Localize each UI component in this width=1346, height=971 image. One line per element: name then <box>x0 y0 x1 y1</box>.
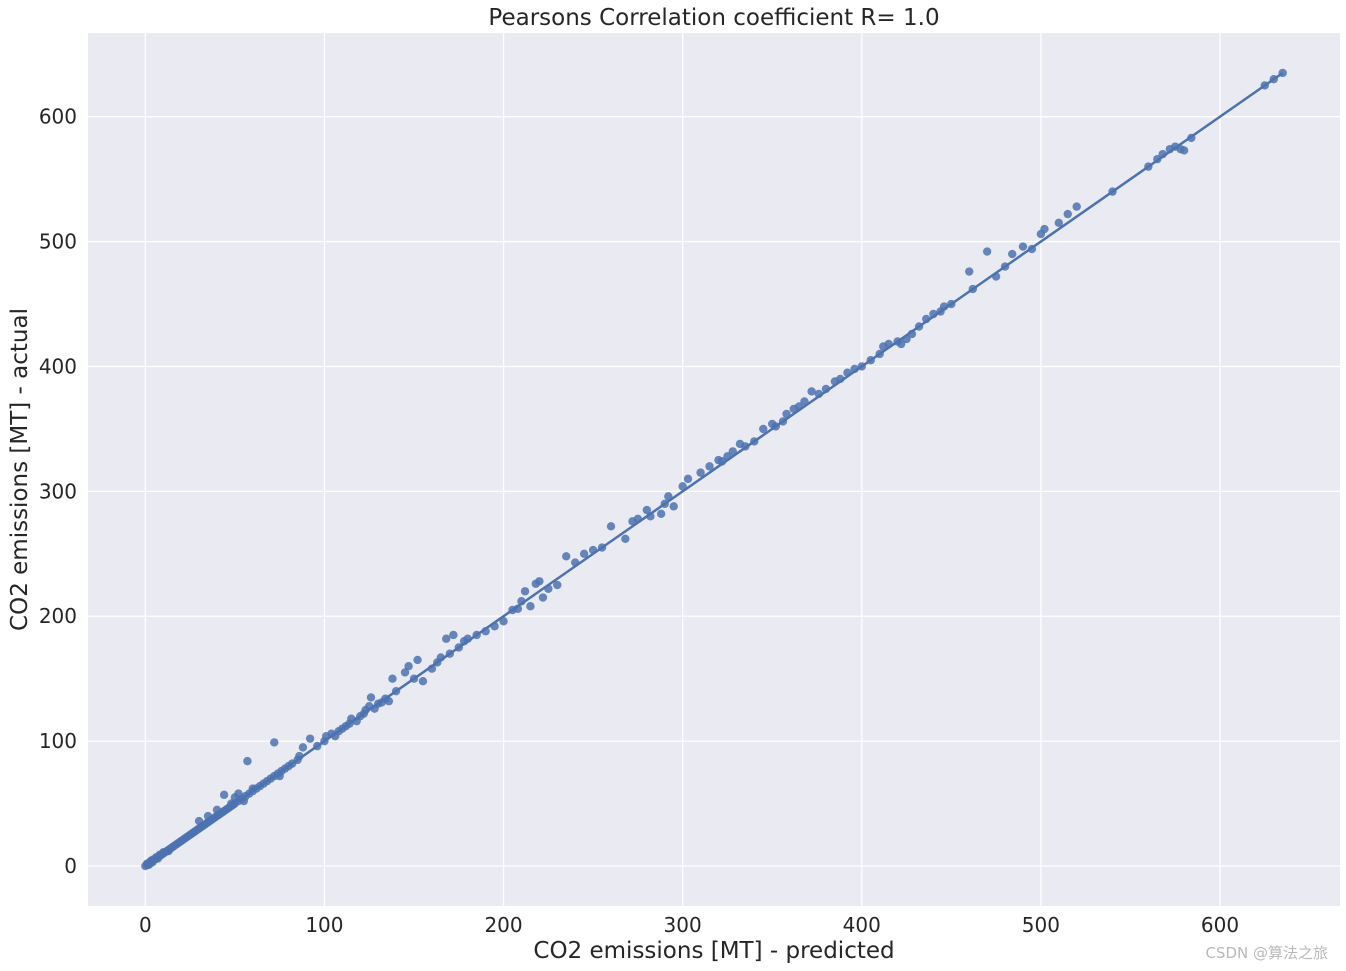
data-point <box>621 534 630 544</box>
data-point <box>553 580 562 590</box>
x-tick-labels: 0 100 200 300 400 500 600 <box>139 913 1239 937</box>
y-tick-label: 200 <box>39 604 77 628</box>
data-point <box>669 502 678 511</box>
data-point <box>388 674 397 683</box>
y-tick-label: 0 <box>64 854 77 878</box>
y-tick-label: 100 <box>39 729 77 753</box>
data-point <box>418 676 428 686</box>
data-point <box>642 505 652 515</box>
data-point <box>579 549 589 559</box>
x-tick-label: 600 <box>1201 913 1239 937</box>
data-point <box>759 424 768 434</box>
y-axis-label: CO2 emissions [MT] - actual <box>7 308 33 631</box>
data-point <box>982 247 992 256</box>
data-point <box>442 634 451 643</box>
data-point <box>683 474 693 484</box>
y-tick-label: 600 <box>39 105 77 129</box>
x-tick-label: 300 <box>664 913 702 937</box>
data-point <box>194 816 204 826</box>
y-tick-labels: 0 100 200 300 400 500 600 <box>39 105 77 878</box>
data-point <box>807 387 816 396</box>
y-tick-label: 300 <box>39 479 77 503</box>
data-point <box>219 790 229 800</box>
data-point <box>1063 209 1072 219</box>
watermark: CSDN @算法之旅 <box>1205 944 1328 962</box>
data-point <box>234 789 243 798</box>
x-tick-label: 200 <box>484 913 522 937</box>
data-point <box>404 662 413 671</box>
data-point <box>1040 224 1049 234</box>
data-point <box>656 509 666 519</box>
data-point <box>203 811 213 821</box>
y-tick-label: 500 <box>39 230 77 254</box>
data-point <box>366 693 376 702</box>
data-point <box>243 756 252 766</box>
x-tick-label: 500 <box>1022 913 1060 937</box>
grid-lines <box>88 33 1340 906</box>
data-point <box>413 655 422 665</box>
data-point <box>520 587 530 596</box>
x-tick-label: 100 <box>305 913 343 937</box>
y-tick-label: 400 <box>39 354 77 378</box>
data-point <box>270 738 279 747</box>
data-point <box>298 743 308 752</box>
data-point <box>965 267 974 276</box>
data-point <box>449 630 458 640</box>
x-tick-label: 400 <box>843 913 881 937</box>
data-point <box>526 602 535 611</box>
data-point <box>538 593 548 602</box>
regression-line <box>144 71 1284 868</box>
data-point <box>535 577 544 586</box>
data-point <box>1179 146 1189 155</box>
data-point <box>1008 249 1017 259</box>
data-point <box>1054 218 1063 228</box>
data-point <box>212 805 222 815</box>
data-point <box>305 734 315 743</box>
data-point <box>1072 202 1081 211</box>
data-point <box>1018 242 1028 251</box>
x-tick-label: 0 <box>139 913 152 937</box>
chart-title: Pearsons Correlation coefficient R= 1.0 <box>488 5 939 31</box>
data-point <box>562 552 571 561</box>
x-axis-label: CO2 emissions [MT] - predicted <box>533 938 894 964</box>
data-point <box>696 468 705 477</box>
data-point <box>705 462 714 471</box>
data-point <box>400 668 410 677</box>
data-point <box>606 522 616 531</box>
